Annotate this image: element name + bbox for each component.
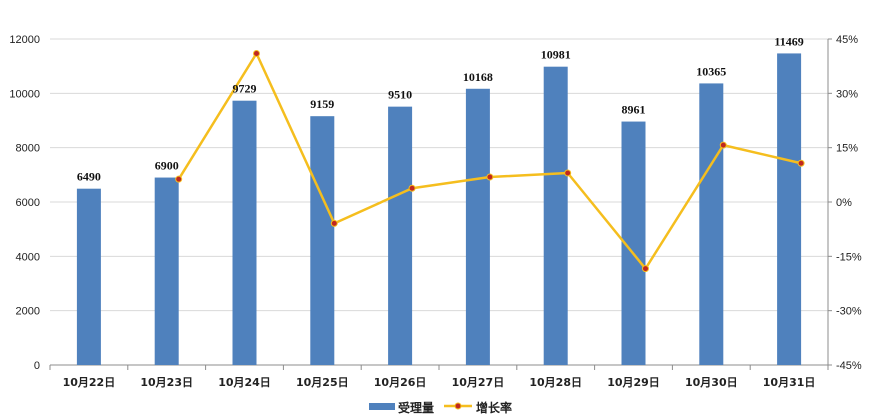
bar: [388, 106, 413, 366]
growth-rate-point: [408, 184, 416, 192]
data-labels: 6490 6900 9729 9159 9510 10168 10981 8961 10365 1…: [77, 34, 804, 183]
right-tick-label: -15%: [836, 251, 862, 263]
growth-rate-point: [175, 175, 183, 183]
category-label: 10月31日: [763, 376, 816, 389]
category-label: 10月22日: [63, 376, 116, 389]
left-tick-label: 0: [34, 360, 40, 372]
growth-rate-point: [330, 219, 338, 227]
category-label: 10月24日: [218, 376, 271, 389]
bar: [76, 188, 101, 365]
bar-value-label: 8961: [622, 103, 646, 117]
category-label: 10月25日: [296, 376, 349, 389]
growth-rate-point: [797, 159, 805, 167]
left-tick-label: 8000: [16, 143, 40, 155]
bar: [699, 83, 724, 365]
category-label: 10月28日: [529, 376, 582, 389]
growth-rate-point: [564, 169, 572, 177]
bar: [310, 116, 335, 365]
growth-rate-point: [642, 265, 649, 273]
legend-line-marker: [454, 402, 462, 410]
bar-value-label: 6490: [77, 170, 101, 184]
bar-value-label: 10365: [696, 64, 726, 78]
legend-bar-swatch: [369, 403, 395, 410]
bar-value-label: 9510: [388, 88, 412, 102]
right-tick-label: 0%: [836, 197, 852, 209]
right-axis-ticks: -45% -30% -15% 0% 15% 30% 45%: [836, 34, 862, 372]
category-label: 10月27日: [452, 376, 505, 389]
bar: [777, 53, 802, 365]
right-tick-label: 15%: [836, 143, 858, 155]
axes: [49, 38, 832, 370]
bar-value-label: 10981: [541, 48, 571, 62]
line-series: [175, 49, 805, 273]
category-axis-labels: 10月22日 10月23日 10月24日 10月25日 10月26日 10月27日 10月2…: [63, 376, 816, 389]
bar-value-label: 11469: [774, 34, 803, 48]
legend-line-label: 增长率: [476, 400, 512, 415]
right-tick-label: 45%: [836, 34, 858, 46]
growth-rate-point: [486, 173, 494, 181]
bar-value-label: 9729: [233, 82, 257, 96]
right-tick-label: 30%: [836, 88, 858, 100]
left-tick-label: 4000: [16, 251, 40, 263]
bar-value-label: 10168: [463, 70, 493, 84]
right-tick-label: -45%: [836, 360, 862, 372]
bar-value-label: 9159: [310, 97, 334, 111]
right-tick-label: -30%: [836, 306, 862, 318]
category-label: 10月30日: [685, 376, 738, 389]
left-tick-label: 2000: [16, 306, 40, 318]
left-tick-label: 10000: [9, 88, 40, 100]
bar: [154, 177, 179, 365]
bar: [465, 88, 490, 365]
left-tick-label: 6000: [16, 197, 40, 209]
category-label: 10月26日: [374, 376, 427, 389]
left-tick-label: 12000: [9, 34, 40, 46]
gridlines: [50, 38, 828, 312]
bar: [232, 100, 257, 366]
category-label: 10月29日: [607, 376, 660, 389]
growth-rate-point: [253, 49, 260, 57]
growth-rate-point: [719, 141, 727, 149]
legend-bar-label: 受理量: [398, 400, 434, 415]
bar-value-label: 6900: [155, 159, 179, 173]
category-label: 10月23日: [140, 376, 193, 389]
left-axis-ticks: 0 2000 4000 6000 8000 10000 12000: [9, 34, 40, 372]
legend: 受理量 增长率: [369, 400, 512, 415]
bar: [543, 66, 568, 365]
bar-series: [76, 53, 802, 366]
